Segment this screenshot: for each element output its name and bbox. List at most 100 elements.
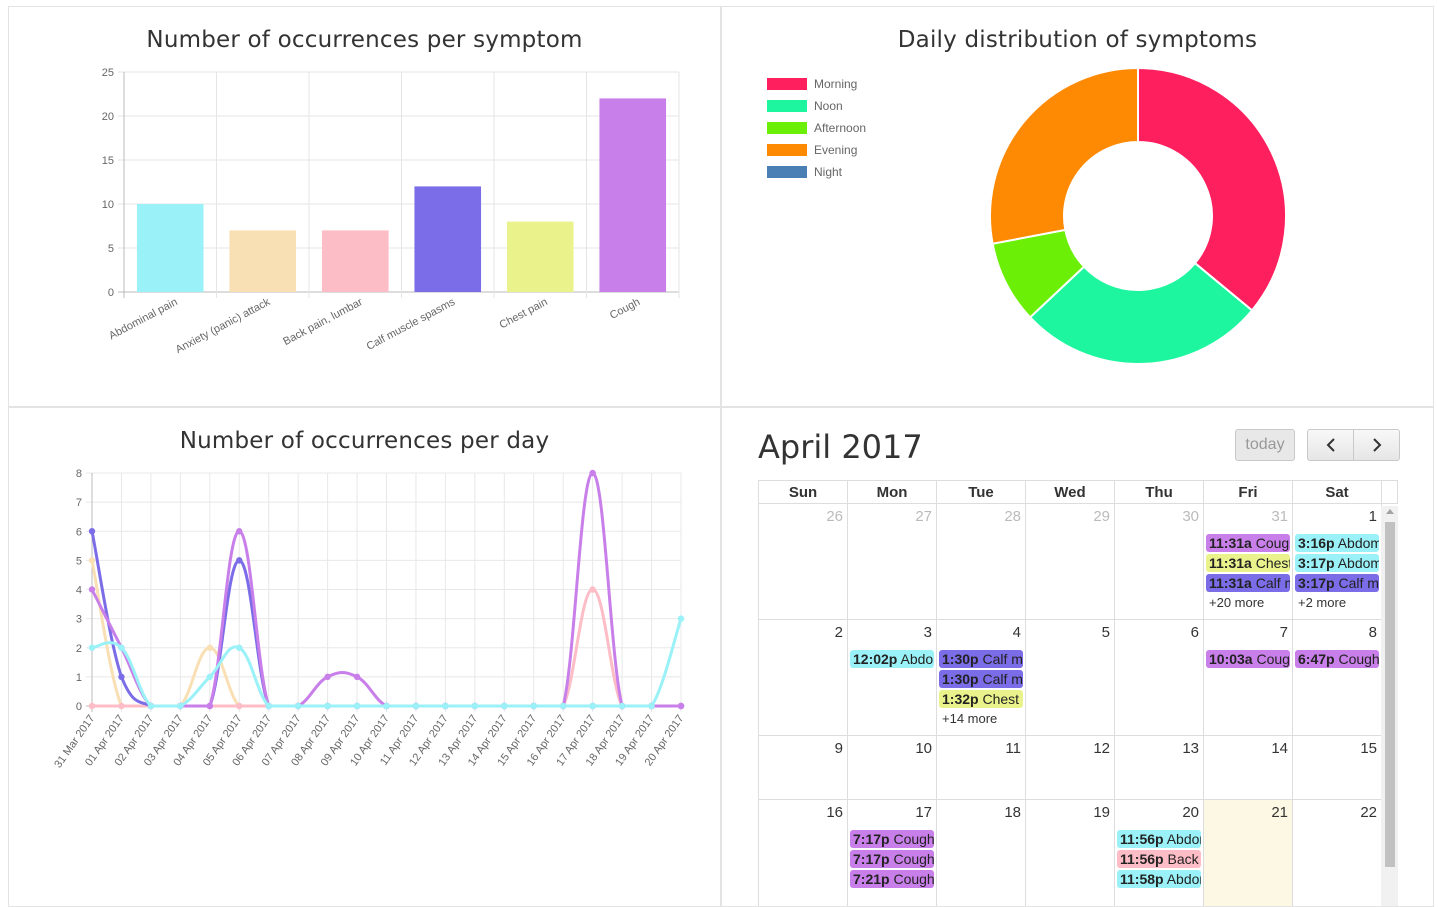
calendar-week: 16 17 7:17p Cough 7:17p Cough 7:21p Cough 18 1…	[758, 800, 1398, 906]
calendar-day[interactable]: 15	[1293, 736, 1382, 799]
more-events-link[interactable]: +2 more	[1298, 595, 1347, 610]
calendar-day[interactable]: 7 10:03a Cough	[1204, 620, 1293, 735]
day-number[interactable]: 27	[915, 508, 932, 525]
calendar-event[interactable]: 11:56p Back pain, lumbar	[1117, 850, 1201, 868]
calendar-day[interactable]: 10	[848, 736, 937, 799]
calendar-day[interactable]: 29	[1026, 504, 1115, 619]
day-number[interactable]: 2	[834, 624, 843, 641]
bar	[414, 186, 482, 292]
day-number[interactable]: 14	[1271, 740, 1288, 757]
event-time: 7:17p	[853, 831, 890, 847]
day-number[interactable]: 20	[1182, 804, 1199, 821]
series-point	[530, 702, 537, 710]
calendar-day[interactable]: 22	[1293, 800, 1382, 906]
day-number[interactable]: 7	[1279, 624, 1288, 641]
calendar-day[interactable]: 19	[1026, 800, 1115, 906]
calendar-event[interactable]: 11:31a Cough	[1206, 534, 1290, 552]
day-number[interactable]: 15	[1360, 740, 1377, 757]
legend-item[interactable]: Afternoon	[767, 117, 866, 139]
day-number[interactable]: 29	[1093, 508, 1110, 525]
day-number[interactable]: 22	[1360, 804, 1377, 821]
calendar-event[interactable]: 11:31a Chest pain	[1206, 554, 1290, 572]
calendar-event[interactable]: 7:17p Cough	[850, 850, 934, 868]
day-number[interactable]: 6	[1190, 624, 1199, 641]
scrollbar-thumb[interactable]	[1385, 522, 1395, 867]
day-number[interactable]: 4	[1012, 624, 1021, 641]
day-number[interactable]: 19	[1093, 804, 1110, 821]
calendar-day[interactable]: 11	[937, 736, 1026, 799]
calendar-event[interactable]: 12:02p Abdominal pain	[850, 650, 934, 668]
today-button[interactable]: today	[1235, 429, 1295, 461]
calendar-day[interactable]: 17 7:17p Cough 7:17p Cough 7:21p Cough	[848, 800, 937, 906]
calendar-event[interactable]: 6:47p Cough	[1295, 650, 1379, 668]
calendar-day[interactable]: 30	[1115, 504, 1204, 619]
calendar-event[interactable]: 7:17p Cough	[850, 830, 934, 848]
day-number[interactable]: 1	[1368, 508, 1377, 525]
calendar-day[interactable]: 18	[937, 800, 1026, 906]
day-number[interactable]: 12	[1093, 740, 1110, 757]
calendar-day[interactable]: 16	[759, 800, 848, 906]
calendar-day[interactable]: 2	[759, 620, 848, 735]
calendar-day[interactable]: 28	[937, 504, 1026, 619]
calendar-scrollbar[interactable]	[1381, 506, 1398, 906]
calendar-day[interactable]: 1 3:16p Abdominal pain 3:17p Abdominal pai…	[1293, 504, 1382, 619]
calendar-day[interactable]: 31 11:31a Cough 11:31a Chest pain 11:31a Ca…	[1204, 504, 1293, 619]
day-number[interactable]: 31	[1271, 508, 1288, 525]
prev-month-button[interactable]	[1307, 429, 1354, 461]
calendar-day[interactable]: 21	[1204, 800, 1293, 906]
calendar-event[interactable]: 3:17p Calf muscle spasms	[1295, 574, 1379, 592]
day-number[interactable]: 30	[1182, 508, 1199, 525]
day-number[interactable]: 11	[1005, 740, 1021, 757]
day-number[interactable]: 26	[826, 508, 843, 525]
day-number[interactable]: 13	[1182, 740, 1199, 757]
calendar-event[interactable]: 11:56p Abdominal pain	[1117, 830, 1201, 848]
more-events-link[interactable]: +14 more	[942, 711, 998, 726]
day-number[interactable]: 8	[1368, 624, 1377, 641]
calendar-day[interactable]: 6	[1115, 620, 1204, 735]
legend-label: Afternoon	[814, 121, 867, 135]
day-number[interactable]: 5	[1101, 624, 1110, 641]
legend-item[interactable]: Noon	[767, 95, 866, 117]
event-time: 1:32p	[942, 691, 979, 707]
calendar-event[interactable]: 10:03a Cough	[1206, 650, 1290, 668]
calendar-panel: April 2017 today Sun Mon Tue Wed Thu Fri Sat 2…	[721, 407, 1434, 907]
more-events-link[interactable]: +20 more	[1209, 595, 1265, 610]
event-time: 6:47p	[1298, 651, 1335, 667]
calendar-day[interactable]: 13	[1115, 736, 1204, 799]
day-number[interactable]: 18	[1004, 804, 1021, 821]
calendar-event[interactable]: 11:58p Abdominal pain	[1117, 870, 1201, 888]
series-point	[118, 702, 125, 710]
calendar-day[interactable]: 9	[759, 736, 848, 799]
day-number[interactable]: 17	[915, 804, 932, 821]
day-number[interactable]: 9	[834, 740, 843, 757]
calendar-event[interactable]: 11:31a Calf muscle spasms	[1206, 574, 1290, 592]
calendar-event[interactable]: 1:30p Calf muscle spasms	[939, 650, 1023, 668]
day-number[interactable]: 3	[923, 624, 932, 641]
calendar-day[interactable]: 3 12:02p Abdominal pain	[848, 620, 937, 735]
calendar-event[interactable]: 3:17p Abdominal pain	[1295, 554, 1379, 572]
calendar-day[interactable]: 27	[848, 504, 937, 619]
event-title: Chest pain	[1255, 555, 1290, 571]
calendar-day[interactable]: 12	[1026, 736, 1115, 799]
legend-item[interactable]: Evening	[767, 139, 866, 161]
legend-item[interactable]: Night	[767, 161, 866, 183]
next-month-button[interactable]	[1353, 429, 1400, 461]
day-number[interactable]: 16	[826, 804, 843, 821]
calendar-day[interactable]: 5	[1026, 620, 1115, 735]
event-title: Cough	[1334, 651, 1379, 667]
calendar-event[interactable]: 3:16p Abdominal pain	[1295, 534, 1379, 552]
calendar-day[interactable]: 8 6:47p Cough	[1293, 620, 1382, 735]
day-number[interactable]: 28	[1004, 508, 1021, 525]
calendar-day[interactable]: 20 11:56p Abdominal pain 11:56p Back pain,…	[1115, 800, 1204, 906]
day-number[interactable]: 10	[915, 740, 932, 757]
calendar-event[interactable]: 7:21p Cough	[850, 870, 934, 888]
calendar-day[interactable]: 14	[1204, 736, 1293, 799]
day-number[interactable]: 21	[1271, 804, 1288, 821]
calendar-event[interactable]: 1:32p Chest pain	[939, 690, 1023, 708]
calendar-event[interactable]: 1:30p Calf muscle spasms	[939, 670, 1023, 688]
donut-legend: Morning Noon Afternoon Evening Night	[767, 73, 866, 183]
calendar-day[interactable]: 4 1:30p Calf muscle spasms 1:30p Calf musc…	[937, 620, 1026, 735]
calendar-day[interactable]: 26	[759, 504, 848, 619]
legend-item[interactable]: Morning	[767, 73, 866, 95]
